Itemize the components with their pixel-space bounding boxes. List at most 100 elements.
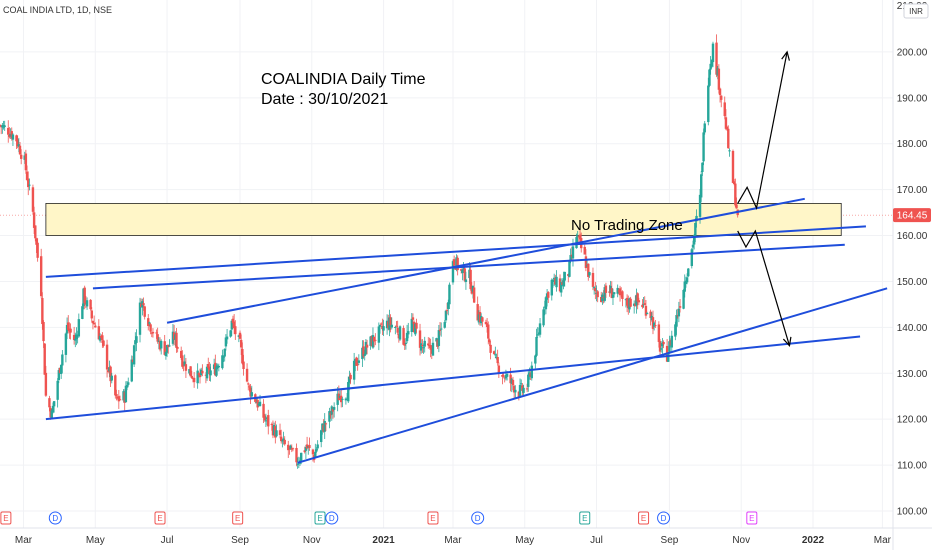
candle-body [89,299,92,310]
candle-body [411,317,415,320]
candle-body [698,194,702,217]
time-tick-label: Mar [874,535,892,546]
event-dividend-badge [48,511,62,525]
currency-badge[interactable]: INR [903,3,929,19]
event-earnings-badge [154,511,166,525]
event-marker-earnings[interactable]: E [638,511,650,525]
candle-body [667,352,670,362]
trendline-channel-line-2 [92,243,845,290]
candle-body [250,392,253,397]
candle-body [497,365,501,374]
candle-body [542,309,545,326]
candle-body [403,342,406,346]
event-label: E [3,514,8,523]
candle-body [299,452,303,463]
candle-body [74,338,77,341]
candle-body [489,344,492,353]
symbol-title: COAL INDIA LTD, 1D, NSE [3,5,112,15]
candle-body [102,340,105,346]
event-marker-earnings[interactable]: E [427,511,439,525]
event-marker-earnings[interactable]: E [154,511,166,525]
candle-body [75,334,78,340]
candle-body [81,306,84,319]
candle-body [256,399,259,408]
event-marker-upcoming[interactable]: E [746,511,758,525]
candle-body [396,327,399,333]
candle-body [61,354,64,366]
candle-body [315,449,318,452]
candle-body [117,396,121,402]
candle-body [101,335,104,341]
event-marker-dividend[interactable]: D [48,511,62,525]
candle-body [127,382,130,385]
event-marker-dividend[interactable]: D [325,511,339,525]
candle-body [658,341,662,352]
event-marker-dividend[interactable]: D [657,511,671,525]
candle-body [283,439,286,445]
candle-body [437,330,441,346]
candle-body [43,343,46,375]
candle-body [155,332,158,334]
candle-body [505,374,509,377]
candle-body [92,323,96,325]
event-marker-dividend[interactable]: D [471,511,485,525]
candle-body [536,334,539,336]
price-tick-label: 160.00 [897,231,928,242]
candle-body [560,282,563,293]
candle-body [362,346,365,357]
candle-body [282,438,285,441]
candle-body [487,324,490,339]
candle-body [109,366,112,382]
price-tick-label: 190.00 [897,93,928,104]
candle-body [551,280,555,282]
candle-body [32,212,36,228]
candle-body [687,268,690,277]
price-tick-label: 170.00 [897,185,928,196]
candle-body [657,324,661,342]
candle-body [488,339,491,343]
candle-body [715,42,718,75]
price-tick-label: 120.00 [897,415,928,426]
candle-body [143,306,146,317]
candle-body [520,383,523,385]
candle-body [19,154,23,159]
time-tick-label: May [515,535,534,546]
time-tick-label: Mar [444,535,462,546]
candle-body [352,360,356,380]
event-marker-earnings[interactable]: E [232,511,244,525]
candle-body [17,144,21,147]
candle-body [331,409,335,412]
no-trading-zone-layer [45,203,842,236]
event-marker-split[interactable]: E [314,511,326,525]
event-label: E [235,514,240,523]
event-marker-split[interactable]: E [579,511,591,525]
candle-body [18,145,22,155]
event-label: E [317,514,322,523]
event-earnings-badge [427,511,439,525]
candle-body [421,345,424,347]
candle-body [395,325,398,327]
candle-body [147,318,150,327]
annotation-title-line1: COALINDIA Daily Time [261,71,426,88]
candle-body [629,298,632,307]
candle-body [35,238,38,245]
candle-body [443,322,446,328]
candle-body [643,303,646,305]
candle-body [324,423,328,425]
currency-badge-box [903,3,929,19]
candle-body [364,341,368,355]
candle-body [708,69,711,86]
candle-body [328,411,331,422]
candle-body [618,288,622,296]
candle-body [41,298,44,325]
candle-body [263,415,266,421]
candle-body [404,342,408,344]
candle-body [184,364,188,371]
candle-body [662,341,665,345]
candle-body [215,366,218,376]
event-marker-earnings[interactable]: E [0,511,12,525]
candle-body [464,279,468,282]
